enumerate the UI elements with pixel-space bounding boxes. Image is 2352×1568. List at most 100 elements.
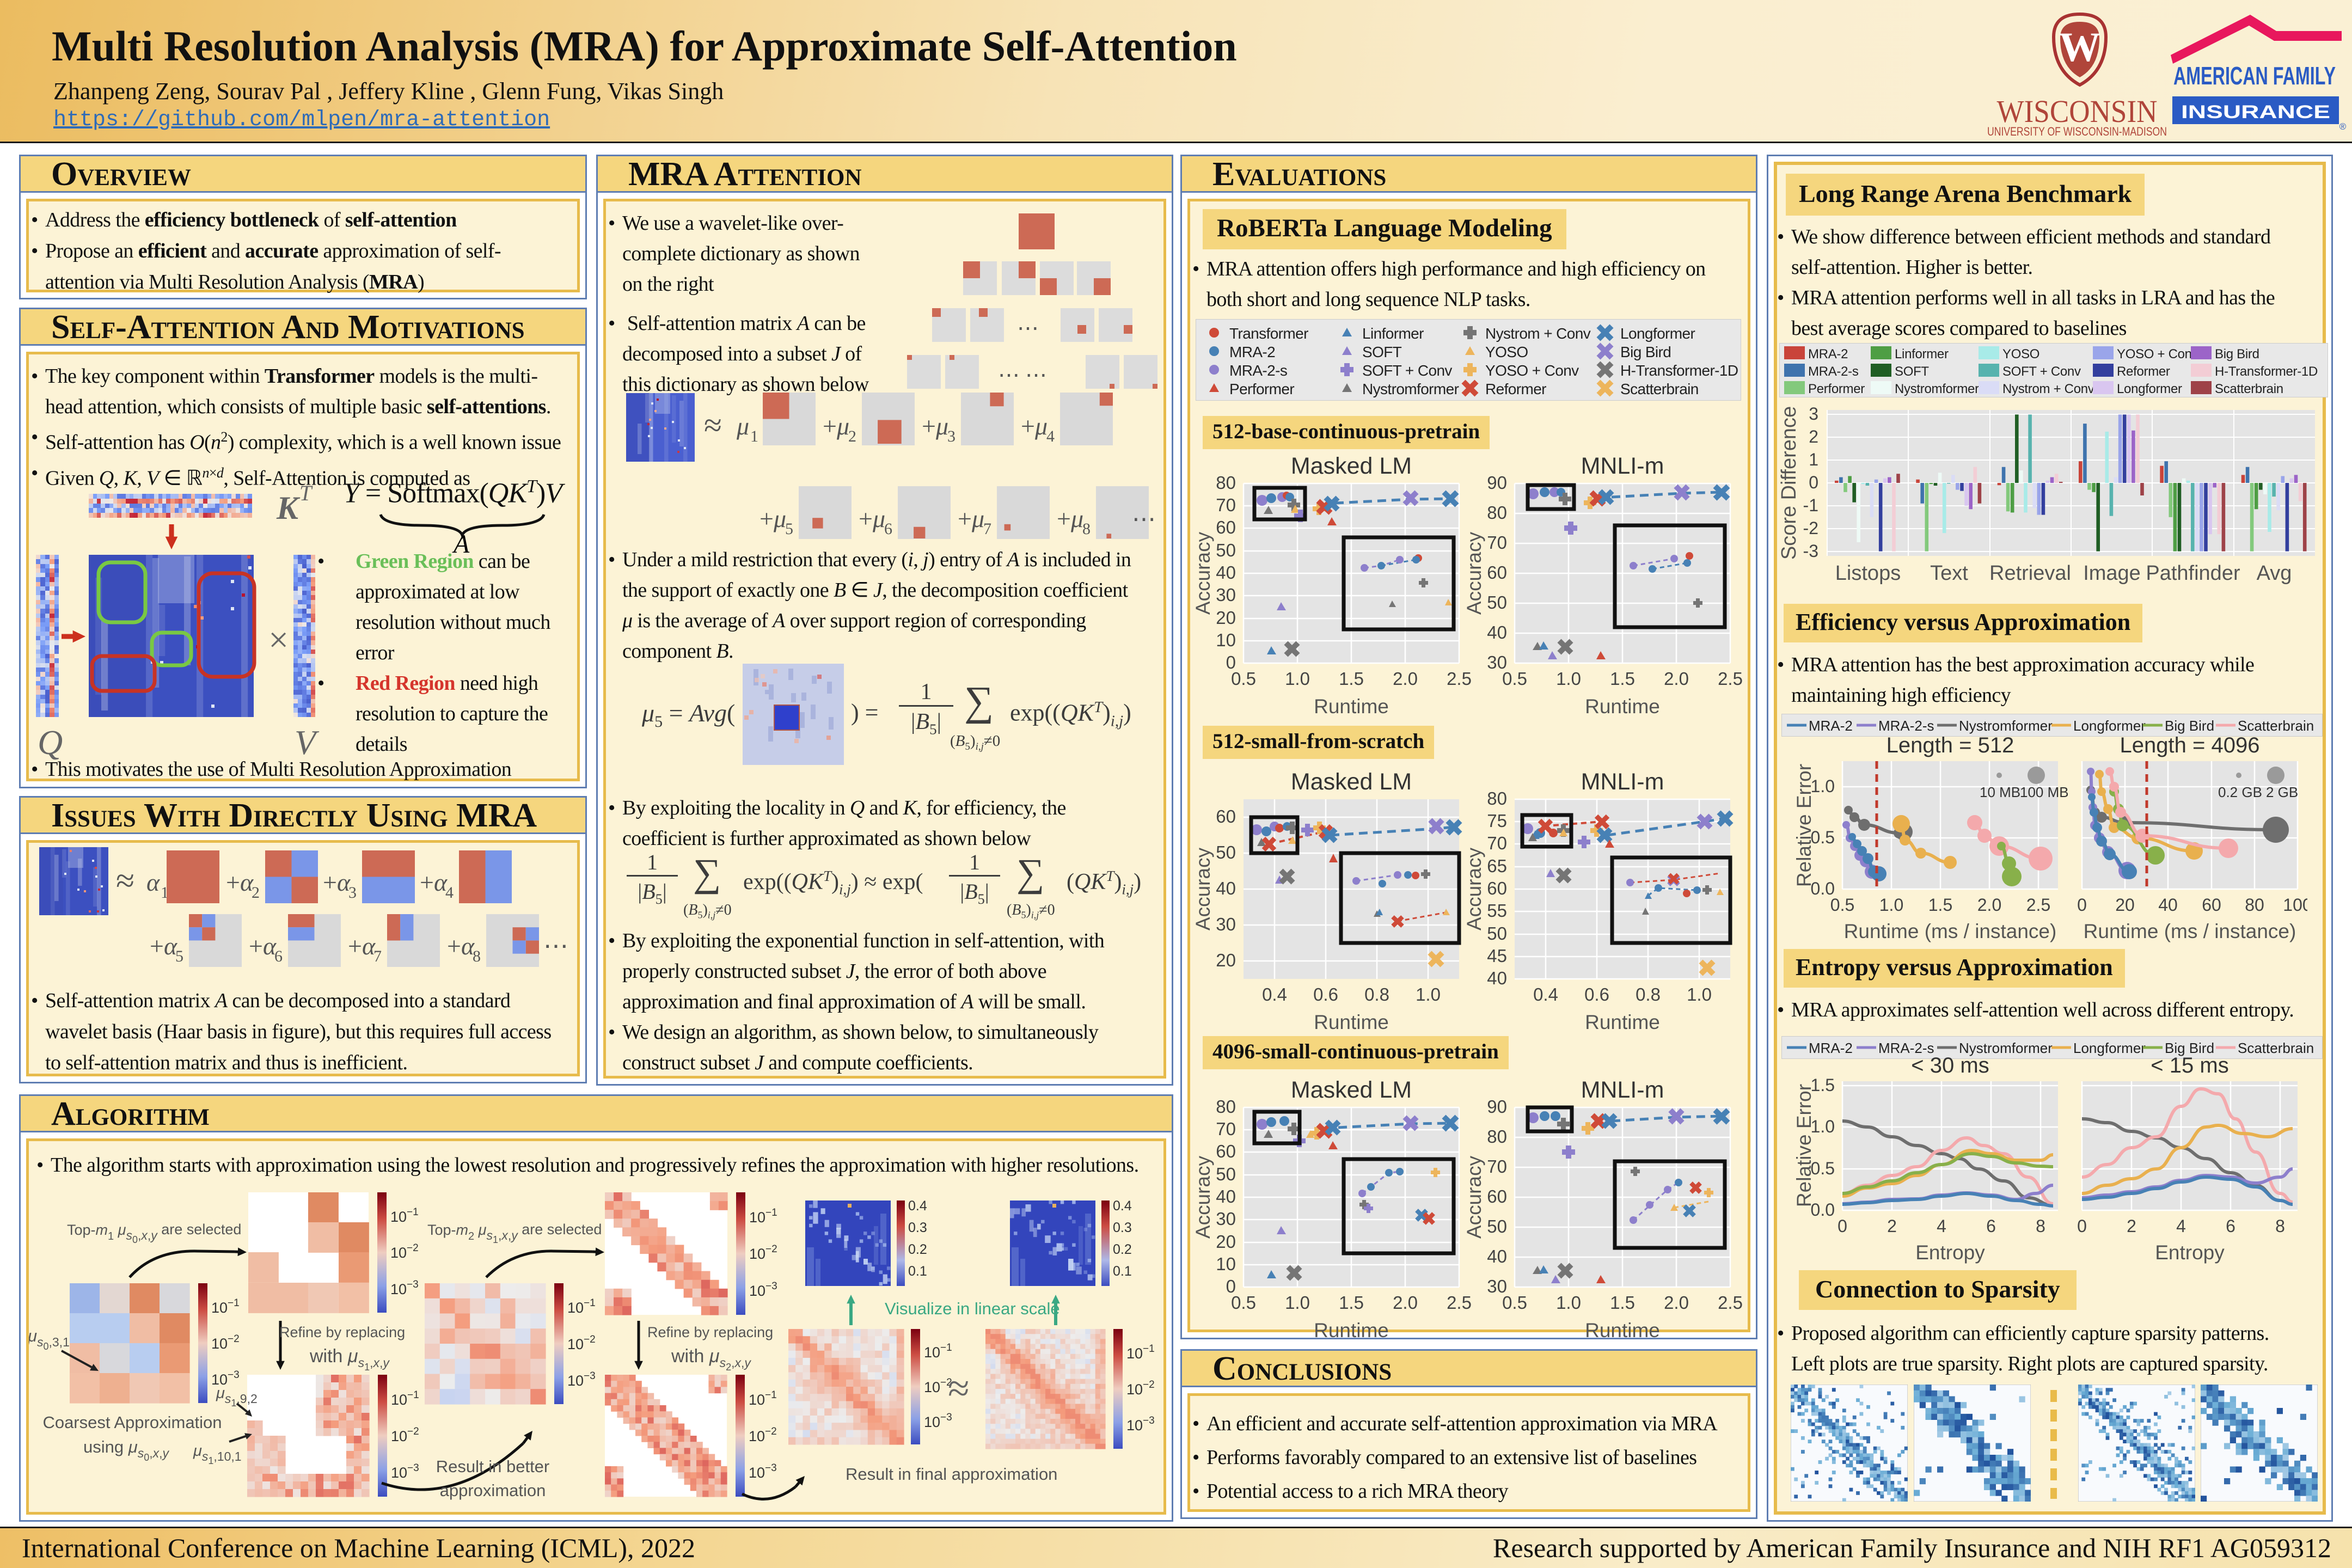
svg-text:Coarsest Approximation: Coarsest Approximation	[42, 1413, 222, 1432]
svg-text:60: 60	[2202, 895, 2221, 915]
svg-text:SOFT: SOFT	[1362, 344, 1402, 360]
svg-text:MNLI-m: MNLI-m	[1581, 453, 1664, 479]
svg-text:0.0: 0.0	[1811, 1200, 1835, 1220]
svg-text:Top-m1 μs0,x,y are selected: Top-m1 μs0,x,y are selected	[67, 1221, 241, 1245]
svg-text:Accuracy: Accuracy	[1192, 1155, 1214, 1239]
svg-text:2: 2	[252, 884, 260, 902]
svg-text:Entropy: Entropy	[2155, 1241, 2225, 1264]
svg-text:SOFT: SOFT	[1895, 364, 1929, 379]
svg-text:30: 30	[1216, 585, 1236, 605]
svg-text:Length = 512: Length = 512	[1886, 735, 2014, 757]
svg-text:-3: -3	[1803, 541, 1818, 561]
svg-text:50: 50	[1487, 923, 1507, 944]
svg-text:80: 80	[2245, 895, 2264, 915]
svg-text:2.5: 2.5	[1718, 669, 1743, 689]
svg-text:0: 0	[2077, 895, 2087, 915]
svg-text:≈: ≈	[116, 862, 134, 899]
svg-text:+μ: +μ	[823, 412, 849, 440]
svg-text:Refine by replacing: Refine by replacing	[279, 1324, 405, 1340]
svg-text:90: 90	[1487, 473, 1507, 493]
svg-text:1.0: 1.0	[1811, 1117, 1835, 1136]
svg-text:+α: +α	[323, 868, 351, 896]
svg-text:50: 50	[1216, 1164, 1236, 1184]
svg-text:10−2: 10−2	[567, 1334, 596, 1352]
svg-text:Accuracy: Accuracy	[1192, 531, 1214, 615]
svg-text:Accuracy: Accuracy	[1192, 847, 1214, 930]
svg-text:Top-m2 μs1,x,y are selected: Top-m2 μs1,x,y are selected	[427, 1221, 602, 1245]
svg-text:×: ×	[268, 620, 289, 660]
svg-text:10: 10	[1216, 630, 1236, 650]
svg-text:AMERICAN FAMILY: AMERICAN FAMILY	[2173, 62, 2336, 90]
svg-text:+α: +α	[420, 868, 448, 896]
svg-text:0: 0	[1226, 652, 1236, 672]
svg-text:2.0: 2.0	[1664, 1293, 1689, 1313]
svg-text:70: 70	[1487, 1156, 1507, 1177]
svg-text:20: 20	[1216, 1232, 1236, 1252]
svg-text:MRA-2: MRA-2	[1229, 344, 1275, 360]
svg-text:Nystrom + Conv: Nystrom + Conv	[1485, 325, 1591, 342]
svg-text:MRA-2-s: MRA-2-s	[1808, 364, 1859, 379]
svg-text:Listops: Listops	[1835, 562, 1901, 585]
svg-text:0.5: 0.5	[1830, 895, 1854, 915]
svg-text:+α: +α	[226, 868, 254, 896]
svg-text:30: 30	[1487, 652, 1507, 672]
svg-text:YOSO + Conv: YOSO + Conv	[2117, 347, 2198, 362]
svg-text:10−1: 10−1	[390, 1206, 419, 1225]
svg-text:μ: μ	[736, 412, 749, 440]
svg-text:+μ: +μ	[859, 505, 885, 532]
svg-text:1: 1	[1809, 450, 1818, 469]
svg-text:0.5: 0.5	[1502, 1293, 1527, 1313]
svg-text:2.5: 2.5	[1447, 669, 1472, 689]
svg-text:40: 40	[1216, 562, 1236, 583]
svg-text:approximation: approximation	[440, 1481, 546, 1500]
svg-text:Longformer: Longformer	[2073, 1040, 2146, 1056]
svg-text:Result in final approximation: Result in final approximation	[846, 1465, 1057, 1484]
svg-text:®: ®	[2339, 121, 2347, 131]
svg-text:100: 100	[2283, 895, 2307, 915]
svg-text:0.5: 0.5	[1811, 828, 1835, 847]
svg-text:MRA-2-s: MRA-2-s	[1878, 718, 1934, 734]
svg-text:2.5: 2.5	[1447, 1293, 1472, 1313]
svg-text:Runtime: Runtime	[1314, 1011, 1389, 1033]
svg-text:0.4: 0.4	[1533, 984, 1558, 1004]
svg-text:10−2: 10−2	[1126, 1379, 1155, 1398]
svg-text:0.5: 0.5	[1502, 669, 1527, 689]
svg-text:Accuracy: Accuracy	[1463, 1155, 1485, 1239]
svg-text:50: 50	[1216, 842, 1236, 862]
svg-text:6: 6	[1986, 1216, 1996, 1236]
svg-text:H-Transformer-1D: H-Transformer-1D	[2215, 364, 2318, 379]
svg-text:Accuracy: Accuracy	[1463, 531, 1485, 615]
svg-text:10−1: 10−1	[391, 1389, 419, 1408]
svg-text:+α: +α	[348, 932, 376, 960]
svg-text:MRA-2-s: MRA-2-s	[1229, 362, 1287, 379]
svg-text:Reformer: Reformer	[1485, 381, 1546, 397]
svg-text:⋯: ⋯	[543, 932, 568, 960]
svg-text:10−3: 10−3	[749, 1281, 777, 1299]
svg-text:Avg: Avg	[2257, 562, 2292, 585]
svg-text:0.1: 0.1	[908, 1264, 927, 1279]
svg-text:80: 80	[1216, 473, 1236, 493]
svg-text:Big Bird: Big Bird	[2165, 718, 2214, 734]
svg-text:80: 80	[1487, 1126, 1507, 1147]
svg-text:0.4: 0.4	[1113, 1200, 1132, 1214]
svg-text:60: 60	[1487, 562, 1507, 583]
svg-text:Pathfinder: Pathfinder	[2146, 562, 2240, 585]
svg-text:μs1,10,1: μs1,10,1	[193, 1442, 242, 1466]
svg-text:Scatterbrain: Scatterbrain	[2238, 1040, 2314, 1056]
svg-text:SOFT + Conv: SOFT + Conv	[1362, 362, 1452, 379]
svg-text:W: W	[2059, 24, 2100, 70]
svg-text:Relative Error: Relative Error	[1793, 764, 1815, 887]
svg-text:50: 50	[1487, 1216, 1507, 1236]
svg-text:45: 45	[1487, 946, 1507, 966]
svg-text:Runtime: Runtime	[1585, 695, 1660, 718]
svg-text:⋯: ⋯	[1017, 316, 1039, 340]
svg-text:Result in better: Result in better	[436, 1457, 550, 1476]
svg-text:70: 70	[1216, 1119, 1236, 1139]
svg-text:1.5: 1.5	[1339, 1293, 1364, 1313]
svg-text:10−2: 10−2	[749, 1244, 777, 1262]
svg-text:Big Bird: Big Bird	[2165, 1040, 2214, 1056]
svg-text:2: 2	[1887, 1216, 1897, 1236]
svg-text:0.2: 0.2	[1113, 1242, 1132, 1257]
svg-text:1.0: 1.0	[1285, 1293, 1310, 1313]
svg-text:Big Bird: Big Bird	[1620, 344, 1671, 360]
